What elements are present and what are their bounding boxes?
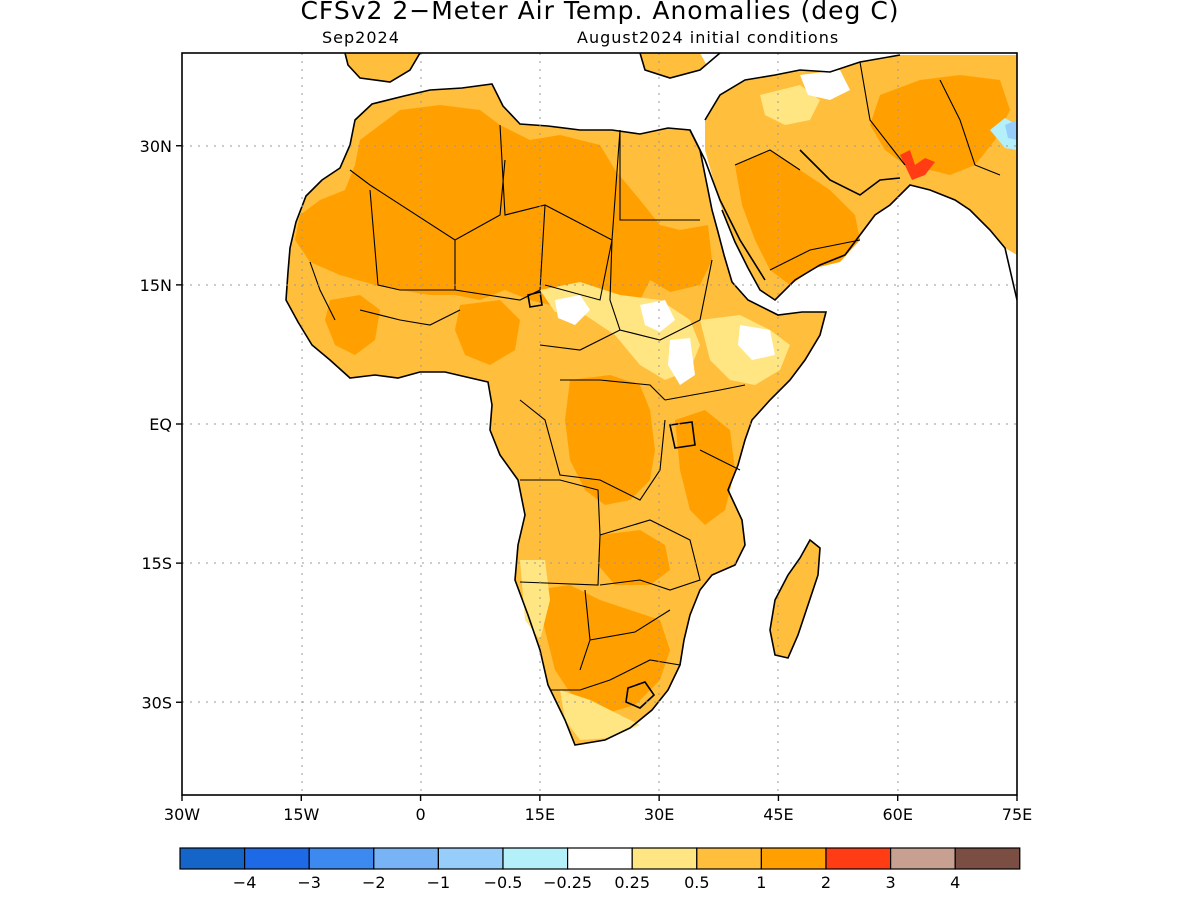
colorbar-label: −1 <box>427 873 451 892</box>
colorbar-label: 4 <box>950 873 960 892</box>
colorbar-swatch <box>437 847 504 870</box>
southern-europe-coastline <box>344 53 721 83</box>
sudan-border <box>609 239 713 341</box>
caucasus-neutral-patch <box>800 70 850 100</box>
lat-tick-label: 30S <box>141 693 172 712</box>
congo-warm-region <box>565 375 655 505</box>
egypt-border <box>619 130 700 221</box>
lon-tick-label: 45E <box>763 805 793 824</box>
red-sea-coast <box>689 129 766 281</box>
colorbar-swatch <box>889 847 956 870</box>
namibia-botswana-border <box>579 589 671 671</box>
colorbar-swatch <box>244 847 310 870</box>
colorbar-label: 0.25 <box>614 873 650 892</box>
iran-border <box>859 61 1001 176</box>
colorbar-swatch <box>308 847 375 870</box>
axis-ticks: 30N 15N EQ 15S 30S 30W 15W 0 15E 30E 45E 60E 75E <box>140 137 1033 824</box>
lon-tick-label: 15W <box>283 805 319 824</box>
colorbar-swatch <box>954 847 1021 870</box>
lat-tick-label: 15S <box>141 554 172 573</box>
southern-africa-warm-region <box>535 585 670 715</box>
lon-tick-label: 15E <box>525 805 555 824</box>
colorbar-label: −2 <box>362 873 386 892</box>
south-coast-mild-patch <box>560 690 640 740</box>
lake-victoria-outline <box>669 421 696 449</box>
nigeria-warm-region <box>455 300 520 365</box>
mediterranean-coast-neutral-patch <box>700 53 760 80</box>
map-title: CFSv2 2−Meter Air Temp. Anomalies (deg C… <box>300 0 900 25</box>
west-africa-warm-region <box>325 295 380 355</box>
zambia-border <box>599 519 701 591</box>
colorbar-label: −0.5 <box>484 873 523 892</box>
lat-tick-label: EQ <box>149 415 172 434</box>
west-africa-border <box>309 261 461 326</box>
valid-month-label: Sep2024 <box>322 28 400 47</box>
congo-border <box>519 399 666 501</box>
mali-border <box>369 189 456 291</box>
saudi-border <box>734 149 861 271</box>
lake-chad-outline <box>527 291 543 308</box>
iran-warm-region <box>870 75 1010 175</box>
colorbar-swatch <box>631 847 698 870</box>
lon-tick-label: 30W <box>164 805 200 824</box>
colorbar-label: −3 <box>297 873 321 892</box>
colorbar-label: 0.5 <box>684 873 709 892</box>
angola-border <box>519 479 601 586</box>
country-borders <box>309 61 1001 691</box>
east-africa-warm-region <box>675 410 735 525</box>
south-sudan-neutral-patch <box>668 338 695 385</box>
ethiopia-neutral-patch <box>738 325 775 360</box>
colorbar-swatch <box>566 847 633 870</box>
colorbar-label: −0.25 <box>543 873 592 892</box>
iran-hot-spot <box>900 150 935 180</box>
lat-tick-label: 30N <box>140 137 172 156</box>
lat-tick-label: 15N <box>140 276 172 295</box>
namibia-mild-patch <box>520 560 550 640</box>
colorbar-swatch <box>760 847 827 870</box>
sudan-neutral-patch <box>640 300 675 332</box>
lon-tick-label: 60E <box>882 805 912 824</box>
zambia-warm-region <box>598 530 670 585</box>
lon-tick-label: 75E <box>1002 805 1032 824</box>
middle-east-coastline <box>704 54 1017 302</box>
init-conditions-label: August2024 initial conditions <box>577 28 840 47</box>
colorbar-swatch <box>825 847 892 870</box>
madagascar-coastline <box>769 538 821 659</box>
south-africa-border <box>550 659 681 691</box>
coastlines <box>285 53 1017 746</box>
arabia-warm-region <box>735 150 860 285</box>
colorbar-label: 2 <box>821 873 831 892</box>
colorbar-swatch <box>502 847 569 870</box>
himalaya-cool-spot-inner <box>1005 120 1017 140</box>
niger-chad-border <box>454 204 613 301</box>
colorbar-label: 3 <box>886 873 896 892</box>
colorbar-label: 1 <box>756 873 766 892</box>
sahara-warm-region <box>295 105 712 320</box>
east-africa-border <box>664 384 746 471</box>
colorbar-swatch <box>179 847 246 870</box>
lon-tick-label: 0 <box>415 805 425 824</box>
africa-coastline <box>285 83 828 746</box>
persian-gulf-coast <box>799 149 901 196</box>
grid-lines <box>182 53 1017 795</box>
levant-mild-patch <box>760 85 820 125</box>
southern-europe-landmass <box>345 53 420 82</box>
colorbar-swatch <box>696 847 762 870</box>
anomaly-field <box>286 53 1017 745</box>
colorbar: −4 −3 −2 −1 −0.5 −0.25 0.25 0.5 1 2 3 4 <box>179 847 1021 892</box>
colorbar-label: −4 <box>233 873 257 892</box>
colorbar-swatch <box>373 847 439 870</box>
lon-tick-label: 30E <box>644 805 674 824</box>
balkans-landmass <box>640 53 720 78</box>
chad-neutral-patch <box>555 295 590 325</box>
madagascar <box>770 540 820 658</box>
central-border <box>539 329 666 401</box>
